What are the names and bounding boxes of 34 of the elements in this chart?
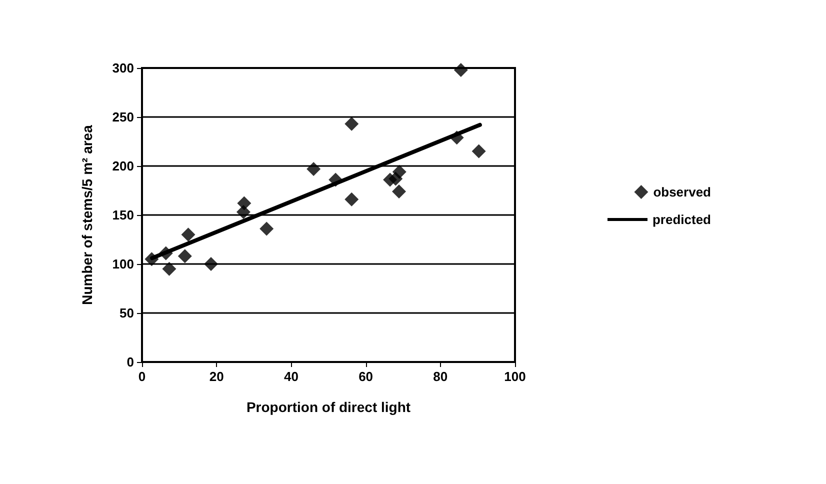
legend-label: observed (653, 184, 712, 200)
point (178, 249, 192, 264)
point (450, 130, 464, 145)
point (344, 192, 359, 206)
x-axis-title: Proportion of direct light (246, 399, 411, 415)
point (204, 257, 218, 271)
y-tick-label: 0 (126, 354, 134, 370)
x-tick-label: 100 (504, 369, 526, 384)
point (328, 172, 343, 187)
point (162, 262, 176, 276)
x-tick-label: 40 (284, 369, 298, 384)
y-tick-label: 250 (112, 110, 134, 124)
y-tick-label: 100 (112, 256, 134, 272)
x-tick-label: 80 (433, 369, 448, 384)
point (144, 252, 159, 266)
y-axis-title: Number of stems/5 m² area (79, 124, 95, 305)
point (454, 62, 468, 77)
point (181, 228, 196, 242)
y-tick-label: 200 (112, 158, 134, 174)
y-tick-label: 300 (112, 60, 134, 76)
point (236, 205, 250, 220)
point (260, 222, 274, 236)
y-tick-label: 50 (120, 306, 134, 320)
x-tick-label: 60 (358, 369, 374, 384)
point (472, 144, 486, 158)
x-tick-label: 0 (138, 369, 146, 384)
x-tick-label: 20 (209, 369, 224, 384)
y-tick-label: 150 (112, 208, 134, 222)
point (392, 184, 406, 198)
point (392, 164, 406, 179)
point (344, 116, 359, 131)
point (306, 162, 321, 176)
point (158, 246, 173, 260)
legend-label: predicted (652, 212, 712, 227)
